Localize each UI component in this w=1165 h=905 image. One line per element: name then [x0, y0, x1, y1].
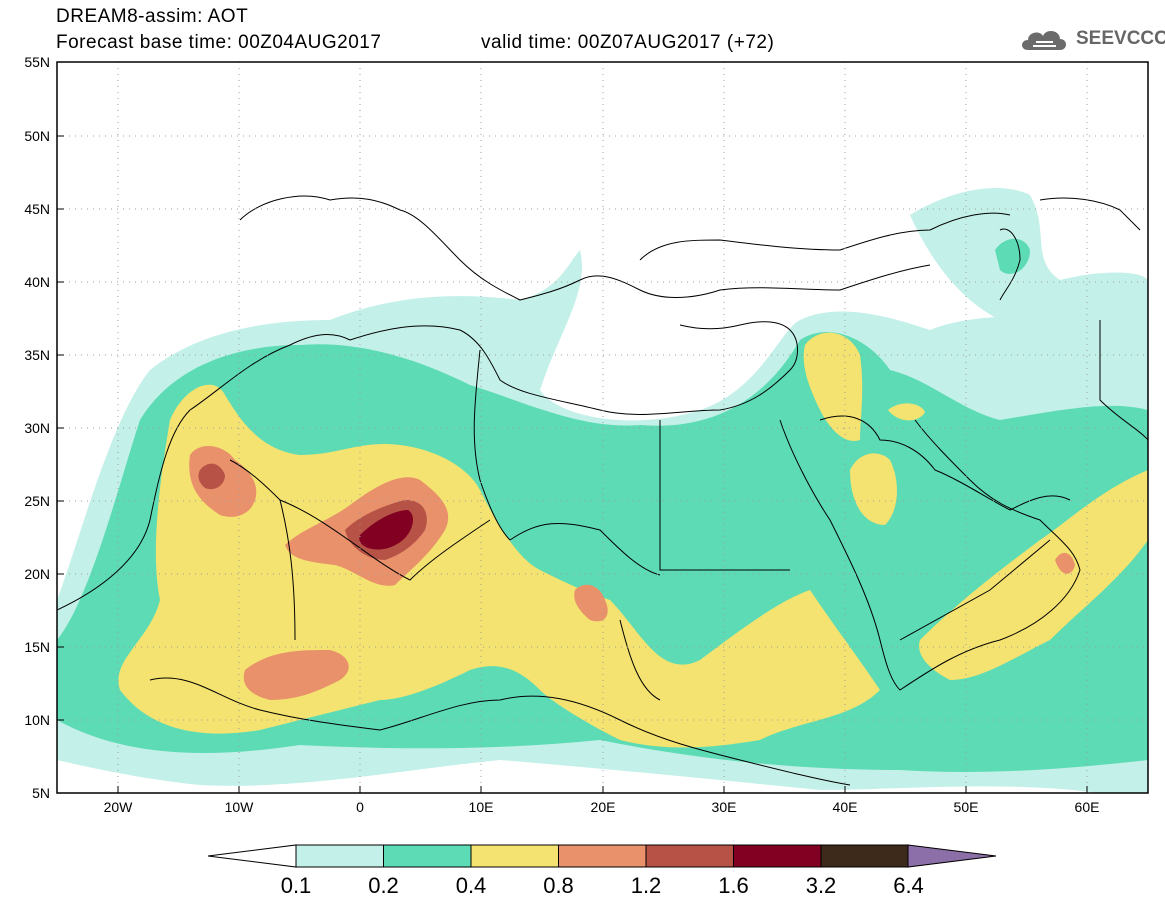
- colorbar-label: 0.8: [543, 873, 574, 898]
- colorbar-box: [558, 844, 647, 868]
- lon-label: 20E: [591, 799, 616, 815]
- colorbar-label: 1.2: [631, 873, 662, 898]
- axis-ticks: [57, 61, 1088, 794]
- lat-label: 30N: [24, 420, 50, 436]
- lat-label: 55N: [24, 54, 50, 70]
- colorbar-label: 1.6: [718, 873, 749, 898]
- aot-contour-0.4-arabia: [919, 470, 1148, 680]
- colorbar: 0.1 0.2 0.4 0.8 1.2 1.6 3.2 6.4: [207, 844, 997, 898]
- lon-label: 20W: [104, 799, 134, 815]
- lat-label: 35N: [24, 347, 50, 363]
- colorbar-box: [645, 844, 734, 868]
- colorbar-box: [383, 844, 472, 868]
- aot-contour-0.8-sahel: [243, 650, 349, 700]
- lat-label: 20N: [24, 566, 50, 582]
- lat-labels: 55N 50N 45N 40N 35N 30N 25N 20N 15N 10N …: [24, 54, 50, 801]
- colorbar-boxes: [295, 844, 909, 868]
- lon-label: 10W: [225, 799, 255, 815]
- lon-label: 50E: [954, 799, 979, 815]
- aot-contour-0.1-caspian: [910, 187, 1148, 335]
- aot-contour-1.6-sahara: [359, 510, 414, 550]
- lat-label: 25N: [24, 493, 50, 509]
- map-title: DREAM8-assim: AOT: [56, 6, 249, 27]
- lat-label: 40N: [24, 274, 50, 290]
- colorbar-box: [733, 844, 822, 868]
- colorbar-box: [470, 844, 559, 868]
- coastlines: [57, 195, 1148, 786]
- logo-text: SEEVCCC: [1076, 28, 1165, 49]
- seevccc-logo: SEEVCCC: [1018, 24, 1165, 54]
- lon-labels: 20W 10W 0 10E 20E 30E 40E 50E 60E: [104, 799, 1100, 815]
- lat-label: 50N: [24, 128, 50, 144]
- lat-label: 5N: [32, 785, 50, 801]
- colorbar-high-arrow: [907, 844, 997, 868]
- colorbar-label: 0.1: [281, 873, 312, 898]
- valid-time: valid time: 00Z07AUG2017 (+72): [481, 32, 775, 53]
- lon-label: 0: [356, 799, 364, 815]
- aot-contour-0.2-caspian: [995, 238, 1030, 274]
- aot-contour-0.4-gulf: [888, 403, 925, 421]
- aot-contour-1.2-morocco: [198, 463, 225, 490]
- colorbar-box: [820, 844, 909, 868]
- colorbar-label: 0.4: [456, 873, 487, 898]
- colorbar-label: 3.2: [806, 873, 837, 898]
- cloud-icon: [1022, 30, 1066, 50]
- colorbar-low-arrow: [207, 844, 297, 868]
- aot-contour-0.8-chad: [574, 584, 608, 622]
- aot-contour-0.8-oman: [1055, 552, 1075, 574]
- colorbar-label: 6.4: [893, 873, 924, 898]
- aot-contours: [57, 62, 1148, 793]
- lon-label: 10E: [469, 799, 494, 815]
- lon-label: 30E: [712, 799, 737, 815]
- colorbar-label: 0.2: [368, 873, 399, 898]
- lat-label: 45N: [24, 201, 50, 217]
- colorbar-box: [295, 844, 384, 868]
- lon-label: 60E: [1075, 799, 1100, 815]
- aot-contour-0.4-levant: [803, 332, 863, 441]
- lat-label: 15N: [24, 639, 50, 655]
- lat-label: 10N: [24, 712, 50, 728]
- aot-contour-0.4-iraq: [850, 453, 897, 525]
- colorbar-labels: 0.1 0.2 0.4 0.8 1.2 1.6 3.2 6.4: [281, 873, 924, 898]
- lon-label: 40E: [833, 799, 858, 815]
- forecast-base-time: Forecast base time: 00Z04AUG2017: [56, 32, 382, 53]
